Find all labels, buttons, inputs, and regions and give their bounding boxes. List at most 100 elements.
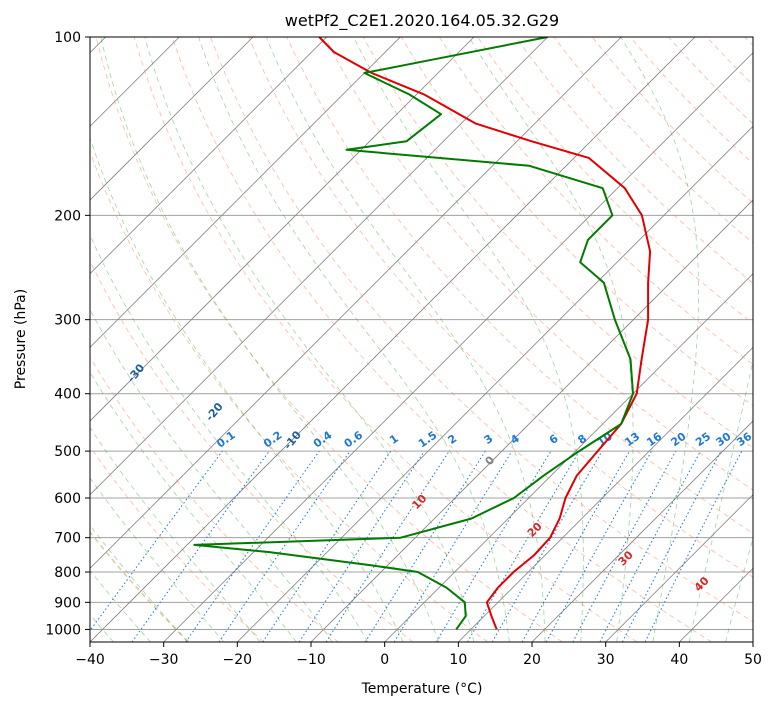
- x-axis-label: Temperature (°C): [361, 681, 483, 697]
- moist-adiabat-label: 30: [616, 548, 636, 568]
- x-tick-label: −40: [75, 652, 105, 668]
- x-tick-label: 10: [449, 652, 467, 668]
- isotherm-line: [384, 273, 753, 642]
- dry-adiabat-line: [210, 37, 753, 623]
- mixing-ratio-line: [90, 450, 223, 632]
- x-tick-label: 50: [744, 652, 762, 668]
- dry-adiabat-line: [248, 37, 753, 578]
- moist-adiabat-line: [90, 308, 333, 642]
- moist-adiabat-line: [90, 524, 188, 642]
- moist-adiabat-label: 40: [692, 574, 712, 594]
- x-tick-label: 40: [670, 652, 688, 668]
- dry-adiabat-line: [90, 356, 339, 642]
- dry-adiabat-line: [706, 37, 753, 86]
- mixing-ratio-line: [599, 450, 701, 642]
- moist-adiabat-line: [468, 37, 634, 642]
- moist-adiabat-line: [762, 37, 775, 642]
- y-axis-label: Pressure (hPa): [13, 289, 29, 389]
- temperature-profile: [318, 37, 652, 630]
- mixing-ratio-label: 0.6: [342, 428, 366, 450]
- dry-adiabat-line: [668, 37, 753, 125]
- mixing-ratio-line: [262, 450, 392, 642]
- plot-frame: [89, 36, 754, 643]
- dry-adiabat-line: [133, 37, 638, 642]
- dry-adiabat-line: [90, 150, 488, 642]
- moist-adiabat-line: [725, 536, 753, 642]
- x-tick-label: 30: [597, 652, 615, 668]
- mixing-ratio-line: [364, 450, 486, 642]
- mixing-ratio-line: [572, 450, 677, 642]
- moist-adiabat-line: [90, 371, 297, 642]
- moist-adiabat-line: [353, 37, 584, 642]
- dry-adiabat-line: [90, 530, 190, 642]
- mixing-ratio-label: 13: [622, 430, 642, 449]
- mixing-ratio-line: [185, 450, 320, 642]
- moist-adiabat-line: [90, 234, 369, 642]
- y-tick-label: 1000: [45, 622, 81, 638]
- chart-title: wetPf2_C2E1.2020.164.05.32.G29: [285, 11, 559, 31]
- isotherm-line: [458, 346, 753, 642]
- mixing-ratio-label: 16: [644, 430, 664, 450]
- mixing-ratio-line: [435, 450, 552, 642]
- dry-adiabat-line: [171, 37, 712, 642]
- y-tick-label: 400: [54, 387, 81, 403]
- dry-adiabat-line: [591, 37, 753, 204]
- mixing-ratio-line: [644, 450, 743, 642]
- dry-adiabat-label: -50: [0, 275, 10, 299]
- moist-adiabat-line: [90, 137, 404, 642]
- x-tick-label: −10: [296, 652, 326, 668]
- x-tick-label: 20: [523, 652, 541, 668]
- y-tick-label: 200: [54, 208, 81, 224]
- y-tick-label: 900: [54, 595, 81, 611]
- isotherm-line: [531, 420, 753, 642]
- isotherm-line: [163, 52, 753, 642]
- mixing-ratio-label: 6: [547, 432, 561, 447]
- mixing-ratio-line: [131, 450, 270, 642]
- y-tick-label: 800: [54, 565, 81, 581]
- axes: −40 −30 −20 −10 0 10 20 30 40 5010009008007006005…: [45, 30, 762, 668]
- moist-adiabat-line: [100, 37, 439, 642]
- mixing-ratio-label: 2: [446, 432, 460, 447]
- dry-adiabat-line: [553, 37, 753, 244]
- isotherm-line: [90, 37, 696, 642]
- dry-adiabat-line: [439, 37, 753, 365]
- moist-adiabat-line: [688, 358, 753, 642]
- mixing-ratio-label: 0.1: [214, 429, 237, 451]
- y-tick-label: 100: [54, 30, 81, 46]
- dry-adiabat-label: -20: [203, 400, 226, 424]
- dry-adiabat-line: [286, 37, 753, 534]
- dry-adiabat-label: -30: [125, 361, 148, 385]
- isotherm-line: [90, 37, 548, 496]
- isotherm-line: [90, 37, 327, 275]
- mixing-ratio-label: 4: [508, 432, 522, 447]
- dry-adiabat-line: [90, 260, 414, 642]
- isotherm-line: [752, 641, 753, 642]
- y-tick-label: 700: [54, 531, 81, 547]
- isotherm-line: [310, 199, 753, 642]
- isotherm-line: [90, 37, 622, 569]
- dewpoint-profile: [193, 37, 634, 630]
- y-tick-label: 600: [54, 491, 81, 507]
- mixing-ratio-line: [218, 450, 351, 642]
- mixing-ratio-line: [545, 450, 653, 642]
- mixing-ratio-label: 0.4: [311, 428, 335, 450]
- mixing-ratio-line: [325, 450, 450, 642]
- isotherm-line: [90, 37, 254, 201]
- x-tick-label: −20: [223, 652, 253, 668]
- moist-adiabat-line: [144, 37, 475, 642]
- mixing-ratio-line: [393, 450, 513, 642]
- moist-adiabat-line: [90, 426, 261, 642]
- mixing-ratio-label: 0.2: [261, 429, 284, 451]
- dry-adiabat-label: 0: [482, 454, 497, 468]
- y-tick-label: 300: [54, 313, 81, 329]
- dry-adiabat-line: [515, 37, 753, 284]
- moist-adiabat-label: 10: [409, 492, 429, 512]
- moist-adiabat-line: [90, 477, 225, 642]
- mixing-ratio-label: 30: [714, 430, 734, 450]
- mixing-ratio-label: 36: [734, 430, 754, 450]
- dry-adiabat-line: [95, 37, 563, 642]
- moist-adiabat-line: [620, 37, 699, 642]
- dry-adiabat-line: [90, 445, 264, 642]
